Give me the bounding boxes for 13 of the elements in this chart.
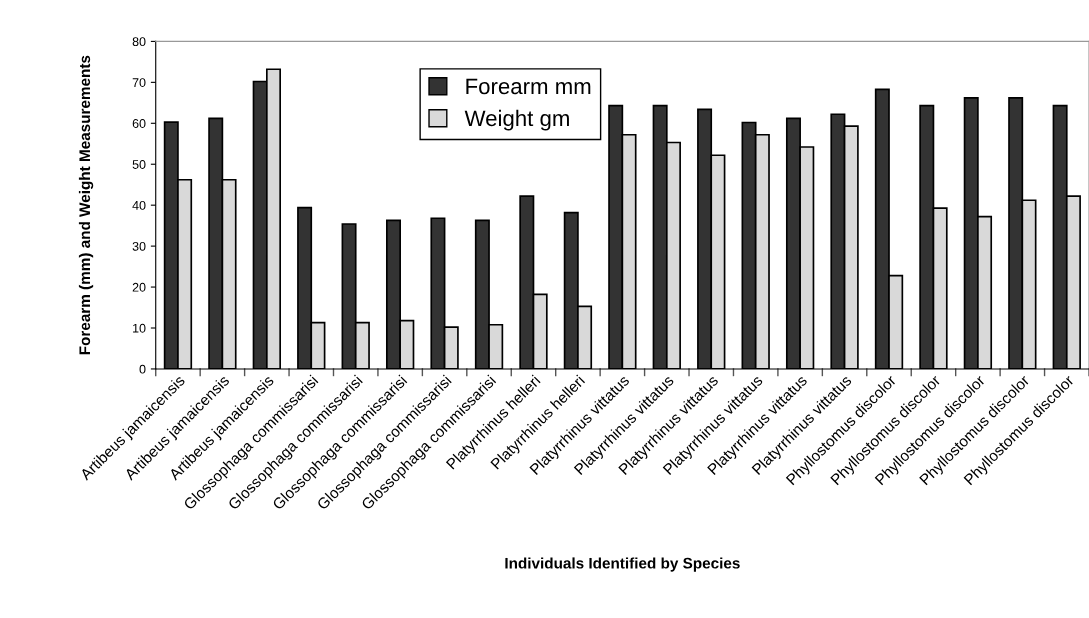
y-tick-label: 80 <box>132 37 146 47</box>
y-tick-label: 20 <box>132 282 146 292</box>
y-axis-title: Forearm (mm) and Weight Measurements <box>78 55 94 355</box>
y-tick-label: 70 <box>132 78 146 87</box>
y-tick-label: 50 <box>132 160 146 169</box>
y-tick-label: 40 <box>132 200 146 210</box>
y-tick-label: 30 <box>132 241 146 251</box>
y-tick-label: 10 <box>133 323 146 333</box>
y-tick-label: 0 <box>139 364 146 374</box>
x-axis-title: Individuals Identified by Species <box>505 557 740 572</box>
y-tick-label: 60 <box>132 119 146 128</box>
legend-label: Forearm mm <box>466 78 591 95</box>
legend-label: Weight gm <box>464 109 569 131</box>
